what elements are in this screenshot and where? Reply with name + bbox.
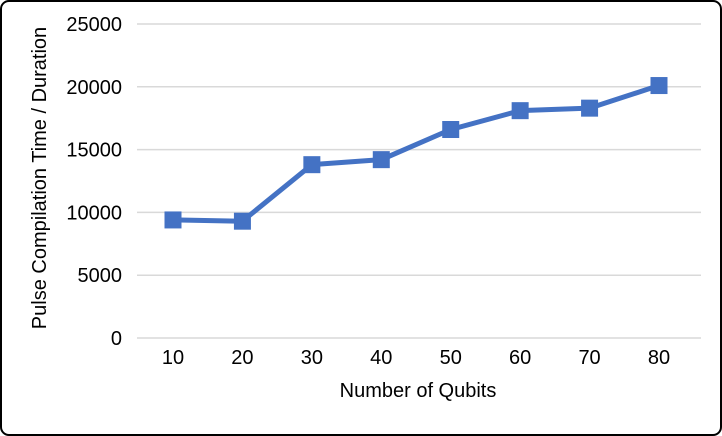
x-tick-label-30: 30 — [301, 347, 323, 369]
data-point-marker-x70 — [581, 99, 599, 117]
x-axis-title: Number of Qubits — [339, 380, 497, 402]
data-point-marker-x60 — [511, 102, 529, 120]
y-tick-label-15000: 15000 — [66, 140, 122, 162]
y-tick-label-20000: 20000 — [66, 77, 122, 99]
x-tick-label-40: 40 — [370, 347, 392, 369]
series-line — [170, 83, 662, 224]
data-point-marker-x80 — [650, 77, 668, 95]
data-point-marker-x30 — [303, 156, 321, 174]
data-point-marker-x40 — [372, 151, 390, 169]
x-tick-label-10: 10 — [162, 347, 184, 369]
y-tick-label-5000: 5000 — [78, 265, 123, 287]
x-tick-label-50: 50 — [440, 347, 462, 369]
data-point-marker-x50 — [442, 121, 460, 139]
y-tick-label-0: 0 — [111, 328, 122, 350]
y-tick-label-10000: 10000 — [66, 202, 122, 224]
x-tick-label-80: 80 — [648, 347, 670, 369]
x-tick-label-70: 70 — [578, 347, 600, 369]
x-tick-label-20: 20 — [231, 347, 253, 369]
data-point-marker-x10 — [164, 211, 182, 229]
x-tick-label-60: 60 — [509, 347, 531, 369]
y-axis-title: Pulse Compilation Time / Duration — [29, 26, 51, 330]
y-tick-label-25000: 25000 — [66, 14, 122, 36]
data-point-marker-x20 — [233, 212, 251, 230]
